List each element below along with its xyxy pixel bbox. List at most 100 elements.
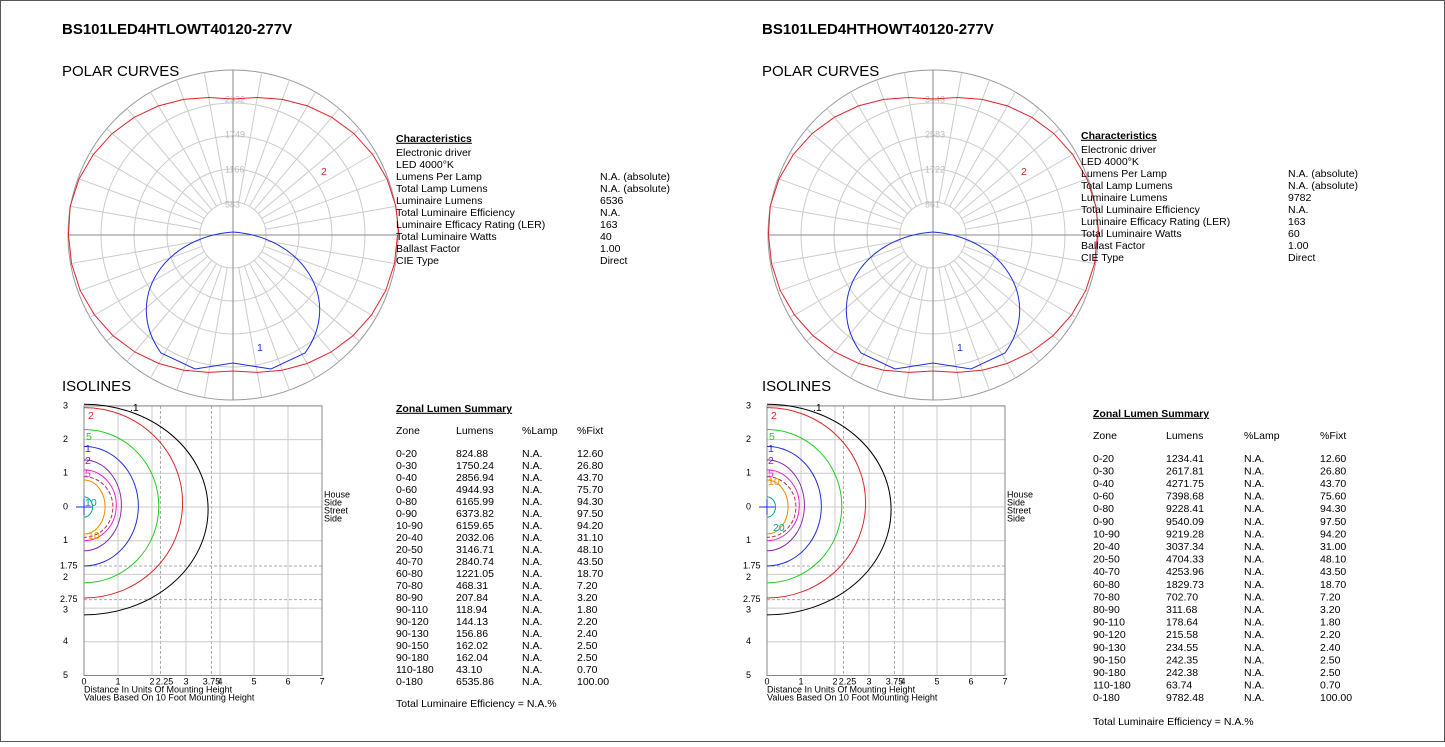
polar-spoke — [70, 205, 201, 230]
polar-spoke — [249, 263, 316, 379]
zonal-cell: N.A. — [1244, 541, 1264, 553]
zonal-cell: 6373.82 — [456, 508, 494, 520]
polar-spoke — [203, 72, 228, 203]
polar-spoke — [261, 251, 377, 318]
polar-curve — [767, 96, 1100, 373]
zonal-cell: 40-70 — [396, 556, 423, 568]
characteristic-label: Total Luminaire Efficiency — [396, 207, 516, 219]
x-label: 2.25 — [156, 676, 174, 686]
characteristic-value: 9782 — [1288, 192, 1312, 204]
contour-label: 20 — [773, 522, 785, 534]
zonal-cell: 12.60 — [1320, 453, 1346, 465]
zonal-cell: 48.10 — [1320, 554, 1346, 566]
zonal-cell: 2840.74 — [456, 556, 494, 568]
zonal-cell: 242.38 — [1166, 667, 1198, 679]
y-label: 3 — [63, 400, 68, 410]
polar-spoke — [261, 152, 377, 219]
zonal-cell: N.A. — [522, 484, 542, 496]
zonal-column: %Lamp — [522, 425, 558, 437]
iso-caption: Values Based On 10 Foot Mounting Height — [767, 692, 938, 702]
isoline — [766, 476, 797, 538]
polar-spoke — [806, 128, 909, 215]
zonal-cell: 18.70 — [577, 568, 603, 580]
zonal-cell: 31.10 — [577, 532, 603, 544]
x-label: 2 — [149, 676, 154, 686]
zonal-cell: 6165.99 — [456, 496, 494, 508]
characteristic-label: Luminaire Lumens — [396, 195, 482, 207]
y-label: 2.75 — [743, 594, 761, 604]
polar-spoke — [826, 108, 913, 211]
y-label: 3 — [63, 604, 68, 614]
zonal-cell: 178.64 — [1166, 617, 1198, 629]
characteristic-value: N.A. (absolute) — [600, 183, 670, 195]
polar-curve — [67, 96, 400, 373]
zonal-cell: N.A. — [1244, 528, 1264, 540]
isoline — [83, 403, 209, 616]
zonal-cell: N.A. — [522, 448, 542, 460]
isoline — [83, 407, 184, 599]
polar-spoke — [253, 108, 340, 211]
polar-spoke — [243, 79, 290, 205]
x-label: 3 — [866, 676, 871, 686]
zonal-cell: N.A. — [1244, 604, 1264, 616]
characteristic-value: N.A. — [600, 207, 620, 219]
characteristics-heading: Characteristics — [396, 133, 472, 145]
characteristic-label: LED 4000°K — [1081, 156, 1139, 168]
isoline — [766, 459, 805, 552]
polar-spoke — [876, 79, 923, 205]
zonal-cell: 90-110 — [1093, 617, 1125, 629]
zonal-cell: N.A. — [1244, 654, 1264, 666]
zonal-cell: 6535.86 — [456, 676, 494, 688]
zonal-cell: 26.80 — [1320, 465, 1346, 477]
zonal-cell: N.A. — [522, 616, 542, 628]
contour-label: 1 — [85, 443, 91, 455]
isoline — [766, 496, 776, 518]
y-label: 1.75 — [60, 560, 78, 570]
zonal-cell: 40-70 — [1093, 566, 1120, 578]
x-label: 5 — [251, 676, 256, 686]
characteristic-value: 163 — [600, 219, 618, 231]
zonal-cell: 162.04 — [456, 652, 488, 664]
zonal-cell: N.A. — [1244, 465, 1264, 477]
zonal-cell: 3146.71 — [456, 544, 494, 556]
curve-label: 1 — [257, 342, 263, 354]
ring-label: 861 — [925, 199, 940, 209]
x-label: 0 — [764, 676, 769, 686]
y-label: 2 — [746, 434, 751, 444]
zonal-cell: 0-80 — [1093, 503, 1114, 515]
zonal-cell: 7.20 — [1320, 591, 1341, 603]
zonal-cell: 2856.94 — [456, 472, 494, 484]
zonal-heading: Zonal Lumen Summary — [396, 403, 512, 415]
y-label: 5 — [746, 670, 751, 680]
isoline — [83, 469, 117, 542]
polar-spoke — [126, 108, 213, 211]
zonal-cell: 20-40 — [396, 532, 423, 544]
polar-spoke — [770, 240, 901, 265]
characteristic-value: N.A. (absolute) — [600, 171, 670, 183]
polar-spoke — [777, 178, 903, 225]
zonal-cell: 20-50 — [1093, 554, 1120, 566]
zonal-cell: 0-20 — [396, 448, 417, 460]
characteristic-label: Total Luminaire Watts — [1081, 228, 1182, 240]
characteristic-label: Luminaire Efficacy Rating (LER) — [1081, 216, 1230, 228]
zonal-cell: 1750.24 — [456, 460, 494, 472]
characteristic-label: CIE Type — [1081, 252, 1124, 264]
zonal-cell: 2.40 — [577, 628, 598, 640]
characteristic-label: Ballast Factor — [1081, 240, 1146, 252]
x-label: 3 — [183, 676, 188, 686]
polar-spoke — [238, 267, 263, 398]
zonal-cell: 3.20 — [577, 592, 598, 604]
x-label: 1 — [798, 676, 803, 686]
polar-spoke — [263, 178, 389, 225]
zonal-cell: 4271.75 — [1166, 478, 1204, 490]
polar-spoke — [777, 245, 903, 292]
zonal-cell: 90-120 — [396, 616, 429, 628]
panel-title: BS101LED4HTHOWT40120-277V — [762, 21, 994, 38]
characteristic-value: N.A. — [1288, 204, 1308, 216]
x-label: 3.75 — [886, 676, 904, 686]
zonal-cell: 18.70 — [1320, 579, 1346, 591]
zonal-cell: 20-50 — [396, 544, 423, 556]
polar-spoke — [943, 79, 990, 205]
polar-curve — [845, 231, 1021, 370]
y-label: 2.75 — [60, 594, 78, 604]
